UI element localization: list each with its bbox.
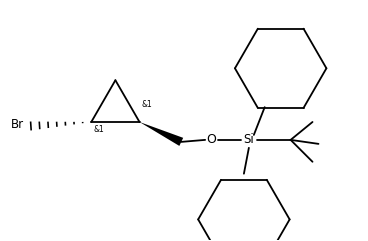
Text: Br: Br (11, 119, 24, 132)
Text: O: O (206, 133, 216, 146)
Polygon shape (139, 122, 183, 146)
Text: &1: &1 (93, 125, 104, 134)
Text: Si: Si (244, 133, 254, 146)
Text: &1: &1 (141, 100, 152, 109)
